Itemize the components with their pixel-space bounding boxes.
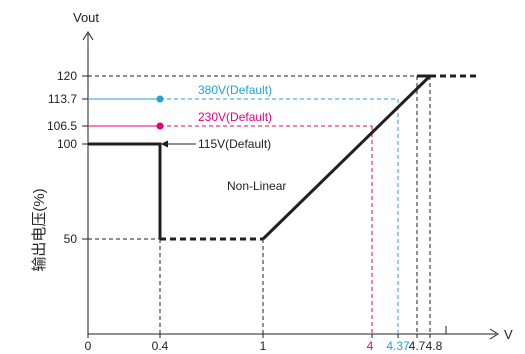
x-tick-label: 0	[85, 339, 92, 353]
annotation-marker	[156, 122, 164, 130]
guide-lines	[82, 75, 431, 334]
y-axis-arrow	[82, 31, 94, 41]
x-tick-label: 4.37	[386, 339, 410, 353]
y-axis-label: Vout	[73, 10, 99, 25]
x-tick-label: 0.4	[152, 339, 169, 353]
y-axis-side-label: 输出电压(%)	[31, 188, 48, 271]
y-tick-label: 106.5	[47, 119, 77, 133]
y-tick-label: 113.7	[48, 92, 77, 106]
annotation-label: 380V(Default)	[198, 83, 272, 97]
annotation-label: 115V(Default)	[198, 137, 271, 151]
annotation-label: 230V(Default)	[198, 110, 272, 124]
annotation-label: Non-Linear	[227, 179, 286, 193]
x-axis-label: V	[504, 327, 513, 342]
y-tick-label: 50	[64, 232, 78, 246]
x-tick-label: 1	[260, 339, 267, 353]
annotations: 380V(Default) 230V(Default) 115V(Default) N…	[156, 83, 286, 193]
series-line	[261, 74, 432, 241]
x-axis-arrow	[489, 328, 499, 340]
x-tick-label: 4.8	[426, 339, 443, 353]
y-tick-label: 120	[57, 69, 77, 83]
y-tick-label: 100	[57, 137, 77, 151]
x-tick-label: 4	[367, 339, 374, 353]
annotation-arrowhead	[160, 140, 169, 148]
x-tick-label: 4.7	[409, 339, 426, 353]
series-line	[88, 142, 162, 239]
tick-labels: 120 113.7 106.5 100 50 0 0.4 1 4 4.374.7 4.8	[47, 69, 447, 353]
annotation-marker	[156, 95, 164, 103]
series-lines	[88, 74, 478, 241]
